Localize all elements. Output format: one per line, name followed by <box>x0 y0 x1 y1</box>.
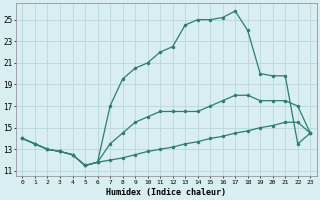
X-axis label: Humidex (Indice chaleur): Humidex (Indice chaleur) <box>106 188 226 197</box>
